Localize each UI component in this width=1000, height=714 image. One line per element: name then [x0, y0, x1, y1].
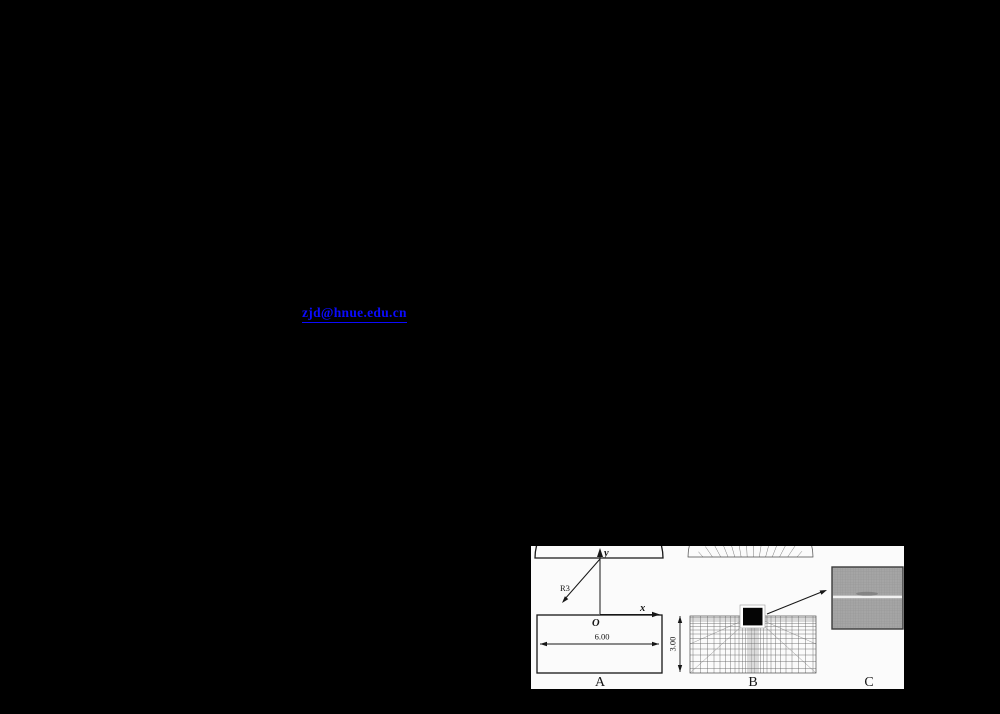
mesh-line — [745, 546, 751, 557]
mesh-line — [672, 596, 750, 613]
y-axis-label: y — [602, 548, 609, 559]
panel-b-mesh: B — [671, 546, 827, 689]
contact-model-figure: y x O R3 6.00 3.00 — [534, 546, 904, 689]
contact-pressure-smudge — [856, 591, 878, 596]
panel-a-label: A — [595, 675, 606, 689]
upper-disc-mesh — [671, 546, 809, 613]
mesh-line — [728, 546, 751, 557]
panel-b-label: B — [748, 675, 757, 689]
mesh-line — [750, 546, 788, 557]
panel-c-label: C — [864, 675, 873, 689]
x-axis-label: x — [639, 603, 645, 614]
mesh-line — [675, 587, 751, 612]
radius-arrowhead-icon — [562, 596, 569, 603]
upper-disc-mesh-outline — [687, 546, 814, 558]
x-axis-arrowhead-icon — [652, 611, 660, 618]
panel-a-schematic: y x O R3 6.00 3.00 — [534, 546, 683, 689]
height-dimension-label: 3.00 — [668, 637, 678, 652]
mesh-line — [671, 604, 751, 612]
mesh-line — [736, 546, 751, 557]
block-outline — [536, 614, 663, 674]
mesh-line — [712, 546, 751, 557]
callout-arrow-line — [766, 590, 825, 615]
contact-zoom-window — [743, 607, 763, 626]
mesh-line — [698, 551, 751, 557]
radius-label: R3 — [560, 583, 570, 593]
mesh-line — [750, 546, 755, 557]
origin-label: O — [592, 618, 600, 629]
width-dimension-label: 6.00 — [595, 632, 610, 642]
email-link[interactable]: zjd@hnue.edu.cn — [302, 305, 407, 323]
mesh-line — [750, 546, 764, 557]
mesh-line — [692, 558, 750, 613]
mesh-line — [720, 546, 751, 557]
y-axis-arrowhead-icon — [597, 548, 603, 557]
contact-interface-line — [833, 595, 902, 599]
width-dim-left-arrowhead-icon — [540, 641, 547, 647]
mesh-line — [750, 546, 772, 557]
mesh-line — [678, 579, 751, 612]
figure-image: y x O R3 6.00 3.00 — [531, 546, 904, 689]
radius-line — [563, 558, 601, 601]
width-dim-right-arrowhead-icon — [652, 641, 659, 647]
callout-arrowhead-icon — [819, 590, 827, 595]
height-dim-bottom-arrowhead-icon — [677, 665, 683, 672]
height-dim-top-arrowhead-icon — [677, 616, 683, 623]
mesh-line — [750, 546, 780, 557]
mesh-line — [750, 556, 809, 557]
panel-c-zoom: C — [831, 566, 904, 689]
